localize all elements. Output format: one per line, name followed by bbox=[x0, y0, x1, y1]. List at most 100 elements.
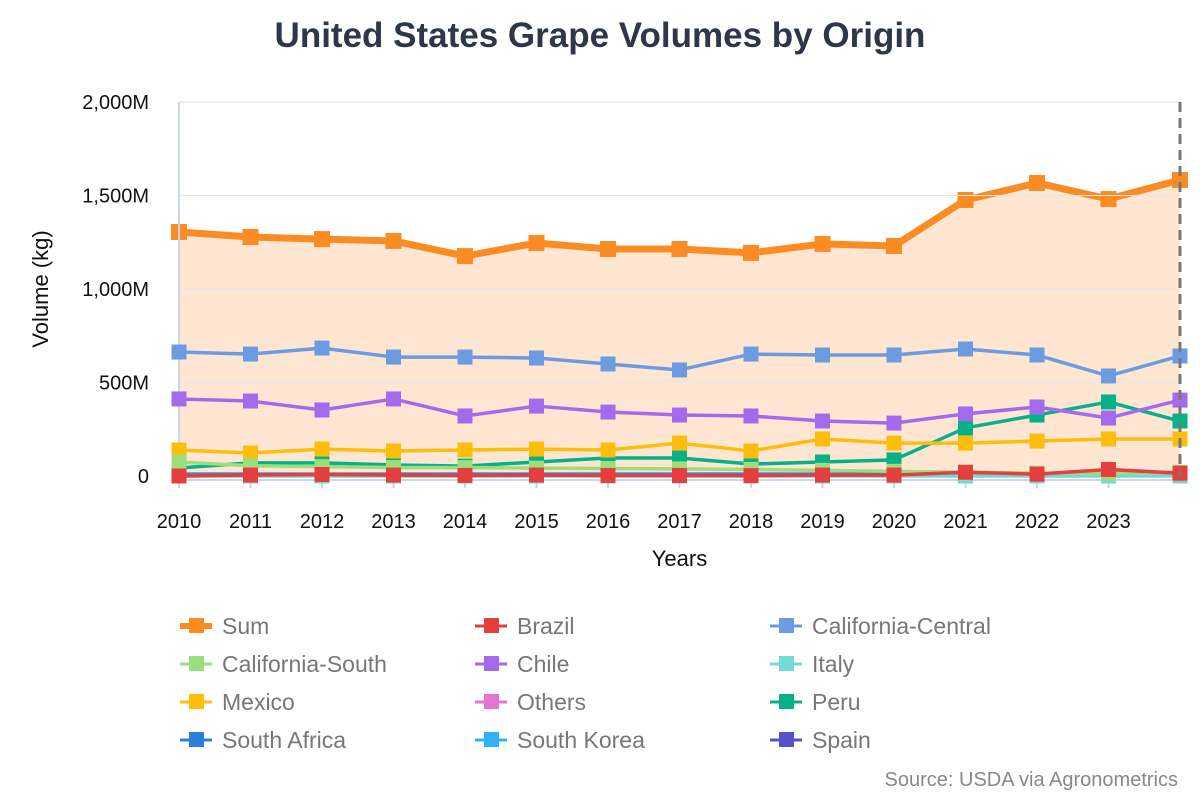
marker-brazil bbox=[457, 467, 473, 483]
x-tick-label: 2018 bbox=[729, 511, 774, 533]
marker-california-central bbox=[1172, 348, 1188, 364]
legend-label: South Korea bbox=[517, 726, 645, 753]
legend-marker-icon bbox=[475, 618, 507, 633]
marker-california-central bbox=[600, 356, 616, 372]
marker-california-central bbox=[1029, 347, 1045, 363]
marker-mexico bbox=[600, 442, 616, 458]
legend-item-california-central[interactable]: California-Central bbox=[770, 610, 1140, 642]
legend-marker-icon bbox=[770, 618, 802, 633]
marker-california-central bbox=[1101, 368, 1116, 384]
legend-label: Others bbox=[517, 688, 587, 715]
legend-label: Italy bbox=[812, 650, 855, 677]
plot-area: 0 500M 1,000M 1,500M 2,000M 2010 2011 2012 2013 2… bbox=[28, 92, 1188, 571]
y-tick-label: 1,000M bbox=[82, 279, 149, 301]
legend-item-sum[interactable]: Sum bbox=[180, 610, 475, 642]
marker-sum bbox=[600, 240, 616, 257]
marker-chile bbox=[171, 391, 187, 407]
marker-brazil bbox=[529, 467, 544, 483]
marker-chile bbox=[1029, 399, 1045, 415]
legend-item-south-korea[interactable]: South Korea bbox=[475, 724, 770, 756]
marker-sum bbox=[743, 244, 759, 261]
marker-mexico bbox=[815, 431, 830, 447]
series-california-central bbox=[171, 340, 1188, 384]
marker-california-central bbox=[243, 346, 258, 362]
marker-california-south bbox=[171, 454, 187, 470]
marker-brazil bbox=[171, 468, 187, 484]
y-tick-label: 2,000M bbox=[82, 92, 149, 114]
marker-brazil bbox=[1101, 461, 1116, 477]
legend-item-peru[interactable]: Peru bbox=[770, 686, 1140, 718]
marker-sum bbox=[528, 234, 545, 251]
legend-marker-icon bbox=[180, 732, 212, 747]
series-mexico bbox=[171, 431, 1188, 461]
marker-peru bbox=[958, 420, 973, 436]
marker-brazil bbox=[243, 467, 258, 483]
legend-marker-icon bbox=[180, 694, 212, 709]
marker-peru bbox=[1172, 413, 1188, 429]
marker-brazil bbox=[886, 467, 902, 483]
marker-mexico bbox=[743, 443, 759, 459]
legend-marker-icon bbox=[475, 694, 507, 709]
legend-label: Brazil bbox=[517, 612, 575, 639]
legend-label: Sum bbox=[222, 612, 270, 639]
marker-california-central bbox=[743, 346, 759, 362]
x-tick-label: 2019 bbox=[800, 511, 845, 533]
legend-marker-icon bbox=[475, 732, 507, 747]
marker-chile bbox=[743, 408, 759, 424]
x-tick-label: 2010 bbox=[157, 511, 202, 533]
x-tick-label: 2017 bbox=[657, 511, 702, 533]
marker-mexico bbox=[314, 441, 330, 457]
marker-sum bbox=[385, 232, 402, 249]
marker-chile bbox=[1101, 410, 1116, 426]
marker-mexico bbox=[1029, 433, 1045, 449]
legend-marker-icon bbox=[770, 694, 802, 709]
marker-mexico bbox=[457, 442, 473, 458]
legend-label: South Africa bbox=[222, 726, 347, 753]
marker-sum bbox=[886, 237, 902, 254]
marker-sum bbox=[314, 231, 330, 248]
series-chile bbox=[171, 391, 1188, 431]
marker-california-central bbox=[886, 347, 902, 363]
marker-chile bbox=[529, 398, 544, 414]
marker-california-central bbox=[171, 344, 187, 360]
marker-sum bbox=[242, 229, 259, 246]
legend-item-others[interactable]: Others bbox=[475, 686, 770, 718]
marker-mexico bbox=[1101, 431, 1116, 447]
marker-sum bbox=[1100, 191, 1117, 208]
legend-marker-icon bbox=[475, 656, 507, 671]
marker-california-central bbox=[958, 341, 973, 357]
marker-mexico bbox=[386, 443, 401, 459]
marker-chile bbox=[600, 404, 616, 420]
legend-marker-icon bbox=[770, 732, 802, 747]
marker-chile bbox=[457, 408, 473, 424]
legend-label: California-Central bbox=[812, 612, 991, 639]
marker-chile bbox=[886, 415, 902, 431]
legend-item-mexico[interactable]: Mexico bbox=[180, 686, 475, 718]
x-tick-label: 2021 bbox=[943, 511, 988, 533]
legend-item-south-africa[interactable]: South Africa bbox=[180, 724, 475, 756]
x-axis-label: Years bbox=[652, 546, 707, 571]
marker-california-central bbox=[386, 349, 401, 365]
x-tick-label: 2016 bbox=[586, 511, 631, 533]
legend-label: California-South bbox=[222, 650, 387, 677]
source-note: Source: USDA via Agronometrics bbox=[884, 769, 1178, 791]
legend-item-italy[interactable]: Italy bbox=[770, 648, 1140, 680]
marker-sum bbox=[671, 240, 688, 257]
marker-mexico bbox=[886, 435, 902, 451]
x-tick-label: 2020 bbox=[872, 511, 917, 533]
legend-item-california-south[interactable]: California-South bbox=[180, 648, 475, 680]
marker-california-central bbox=[457, 349, 473, 365]
legend-item-chile[interactable]: Chile bbox=[475, 648, 770, 680]
marker-california-central bbox=[672, 362, 687, 378]
legend-item-brazil[interactable]: Brazil bbox=[475, 610, 770, 642]
marker-chile bbox=[1172, 392, 1188, 408]
legend-label: Mexico bbox=[222, 688, 295, 715]
marker-mexico bbox=[171, 442, 187, 458]
legend-item-spain[interactable]: Spain bbox=[770, 724, 1140, 756]
legend-label: Peru bbox=[812, 688, 861, 715]
marker-brazil bbox=[314, 467, 330, 483]
marker-mexico bbox=[672, 435, 687, 451]
marker-chile bbox=[314, 402, 330, 418]
marker-mexico bbox=[243, 445, 258, 461]
